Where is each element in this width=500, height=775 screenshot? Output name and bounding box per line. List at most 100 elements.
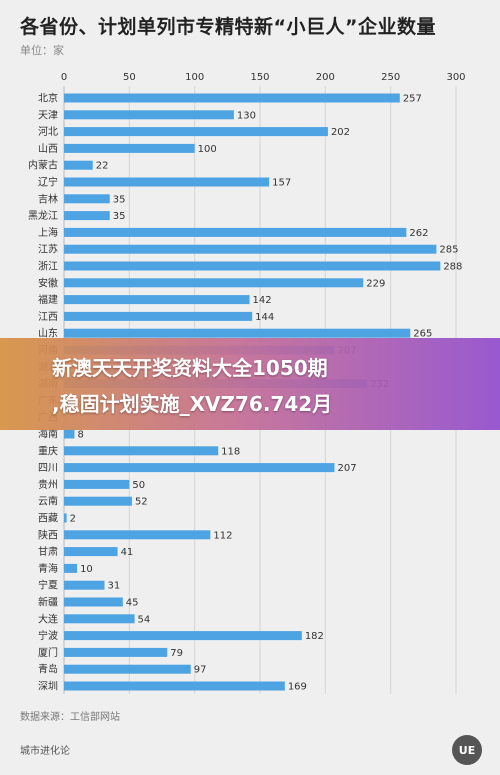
bar [64, 110, 234, 120]
bar [64, 311, 253, 321]
category-label: 北京 [38, 92, 58, 105]
source-note: 数据来源：工信部网站 [20, 712, 120, 723]
bar [64, 614, 135, 624]
bar [64, 194, 110, 204]
data-label: 45 [126, 598, 139, 609]
category-label: 福建 [38, 293, 58, 306]
x-tick-label: 250 [381, 72, 400, 83]
category-label: 黑龙江 [28, 209, 58, 222]
bar [64, 177, 270, 187]
category-label: 天津 [38, 109, 58, 121]
bar [64, 530, 211, 540]
data-label: 10 [80, 564, 93, 575]
bar [64, 127, 328, 137]
data-label: 31 [108, 581, 121, 592]
bar [64, 631, 302, 641]
data-label: 50 [132, 480, 145, 491]
x-tick-label: 150 [250, 72, 269, 83]
data-label: 202 [331, 127, 350, 138]
category-label: 西藏 [38, 513, 58, 525]
data-label: 265 [413, 329, 432, 340]
data-label: 79 [170, 648, 183, 659]
bar [64, 211, 110, 221]
data-label: 169 [288, 682, 307, 693]
data-label: 144 [255, 312, 274, 323]
bar [64, 278, 364, 288]
category-label: 云南 [38, 495, 58, 508]
category-label: 陕西 [38, 528, 58, 541]
category-label: 内蒙古 [28, 159, 58, 172]
bar [64, 261, 441, 271]
data-label: 22 [96, 161, 109, 172]
bar [64, 446, 219, 456]
bar [64, 479, 130, 489]
category-label: 山东 [38, 327, 58, 340]
bar [64, 597, 123, 607]
chart-title: 各省份、计划单列市专精特新“小巨人”企业数量 [20, 16, 436, 38]
bar [64, 93, 400, 103]
category-label: 河北 [38, 126, 58, 138]
data-label: 118 [221, 446, 240, 457]
category-label: 贵州 [38, 478, 58, 491]
data-label: 182 [305, 631, 324, 642]
data-label: 130 [237, 110, 256, 121]
data-label: 2 [70, 514, 76, 525]
data-label: 35 [113, 211, 126, 222]
bar [64, 143, 195, 153]
data-label: 229 [366, 278, 385, 289]
data-label: 157 [272, 178, 291, 189]
category-label: 四川 [38, 463, 58, 474]
data-label: 207 [337, 463, 356, 474]
category-label: 青岛 [38, 663, 58, 676]
bar [64, 295, 250, 305]
brand-logo: UE [452, 735, 482, 765]
x-tick-label: 0 [61, 72, 67, 83]
x-tick-label: 200 [316, 72, 335, 83]
data-label: 288 [443, 262, 462, 273]
data-label: 262 [409, 228, 428, 239]
bar [64, 244, 437, 254]
data-label: 100 [198, 144, 217, 155]
data-label: 41 [121, 547, 134, 558]
category-label: 浙江 [38, 261, 58, 273]
overlay-line-1: 新澳天天开奖资料大全1050期 [52, 356, 328, 380]
category-label: 江苏 [38, 243, 58, 256]
bar [64, 496, 132, 506]
bar [64, 547, 118, 557]
category-label: 深圳 [38, 681, 58, 693]
bar [64, 580, 105, 590]
data-label: 52 [135, 497, 148, 508]
x-tick-label: 100 [185, 72, 204, 83]
bar [64, 463, 335, 473]
category-label: 甘肃 [38, 545, 58, 558]
category-label: 大连 [38, 612, 58, 625]
bar [64, 429, 75, 439]
bar [64, 227, 407, 237]
bar [64, 647, 168, 657]
category-label: 宁波 [38, 629, 58, 642]
bar [64, 563, 78, 573]
category-label: 江西 [38, 311, 58, 323]
x-tick-label: 300 [446, 72, 465, 83]
category-label: 上海 [38, 226, 58, 239]
data-label: 257 [403, 94, 422, 105]
unit-label: 单位：家 [20, 44, 64, 57]
category-label: 新疆 [38, 596, 58, 609]
data-label: 112 [213, 530, 232, 541]
overlay-banner: 新澳天天开奖资料大全1050期 ,稳固计划实施_XVZ76.742月 [0, 338, 500, 430]
data-label: 97 [194, 665, 207, 676]
bar [64, 513, 67, 523]
brand-label: 城市进化论 [20, 746, 70, 757]
bar [64, 681, 285, 691]
data-label: 54 [138, 614, 151, 625]
category-label: 厦门 [38, 646, 58, 659]
data-label: 285 [439, 245, 458, 256]
bar [64, 160, 93, 170]
category-label: 山西 [38, 143, 58, 155]
category-label: 吉林 [38, 192, 58, 205]
x-tick-label: 50 [123, 72, 136, 83]
overlay-line-2: ,稳固计划实施_XVZ76.742月 [52, 392, 333, 416]
bar [64, 328, 411, 338]
category-label: 重庆 [38, 444, 58, 457]
data-label: 35 [113, 194, 126, 205]
